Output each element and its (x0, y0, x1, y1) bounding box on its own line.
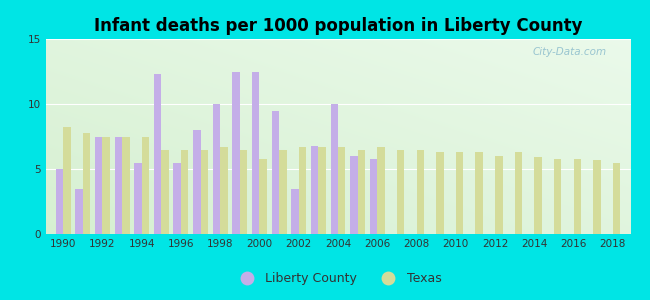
Bar (436, 152, 443, 234)
Bar (213, 104, 220, 234)
Bar (135, 163, 142, 234)
Bar (201, 149, 208, 234)
Bar (299, 147, 306, 234)
Bar (495, 156, 502, 234)
Bar (154, 74, 161, 234)
Bar (350, 156, 358, 234)
Bar (358, 149, 365, 234)
Bar (475, 152, 483, 234)
Bar (291, 188, 299, 234)
Bar (417, 149, 424, 234)
Legend: Liberty County, Texas: Liberty County, Texas (229, 267, 447, 290)
Bar (56, 169, 63, 234)
Bar (515, 152, 522, 234)
Bar (63, 128, 71, 234)
Bar (114, 136, 122, 234)
Bar (573, 159, 581, 234)
Bar (377, 147, 385, 234)
Bar (220, 147, 228, 234)
Bar (554, 159, 562, 234)
Bar (259, 159, 267, 234)
Bar (95, 136, 103, 234)
Bar (338, 147, 345, 234)
Bar (233, 71, 240, 234)
Bar (103, 136, 110, 234)
Bar (370, 159, 377, 234)
Bar (122, 136, 129, 234)
Title: Infant deaths per 1000 population in Liberty County: Infant deaths per 1000 population in Lib… (94, 17, 582, 35)
Bar (534, 157, 541, 234)
Bar (272, 110, 279, 234)
Bar (181, 149, 188, 234)
Bar (240, 149, 247, 234)
Bar (318, 147, 326, 234)
Bar (142, 136, 149, 234)
Bar (193, 130, 201, 234)
Bar (252, 71, 259, 234)
Bar (331, 104, 338, 234)
Bar (613, 163, 620, 234)
Bar (279, 149, 287, 234)
Bar (456, 152, 463, 234)
Bar (161, 149, 169, 234)
Bar (397, 149, 404, 234)
Bar (593, 160, 601, 234)
Bar (174, 163, 181, 234)
Text: City-Data.com: City-Data.com (533, 47, 607, 57)
Bar (311, 146, 318, 234)
Bar (83, 133, 90, 234)
Bar (75, 188, 83, 234)
